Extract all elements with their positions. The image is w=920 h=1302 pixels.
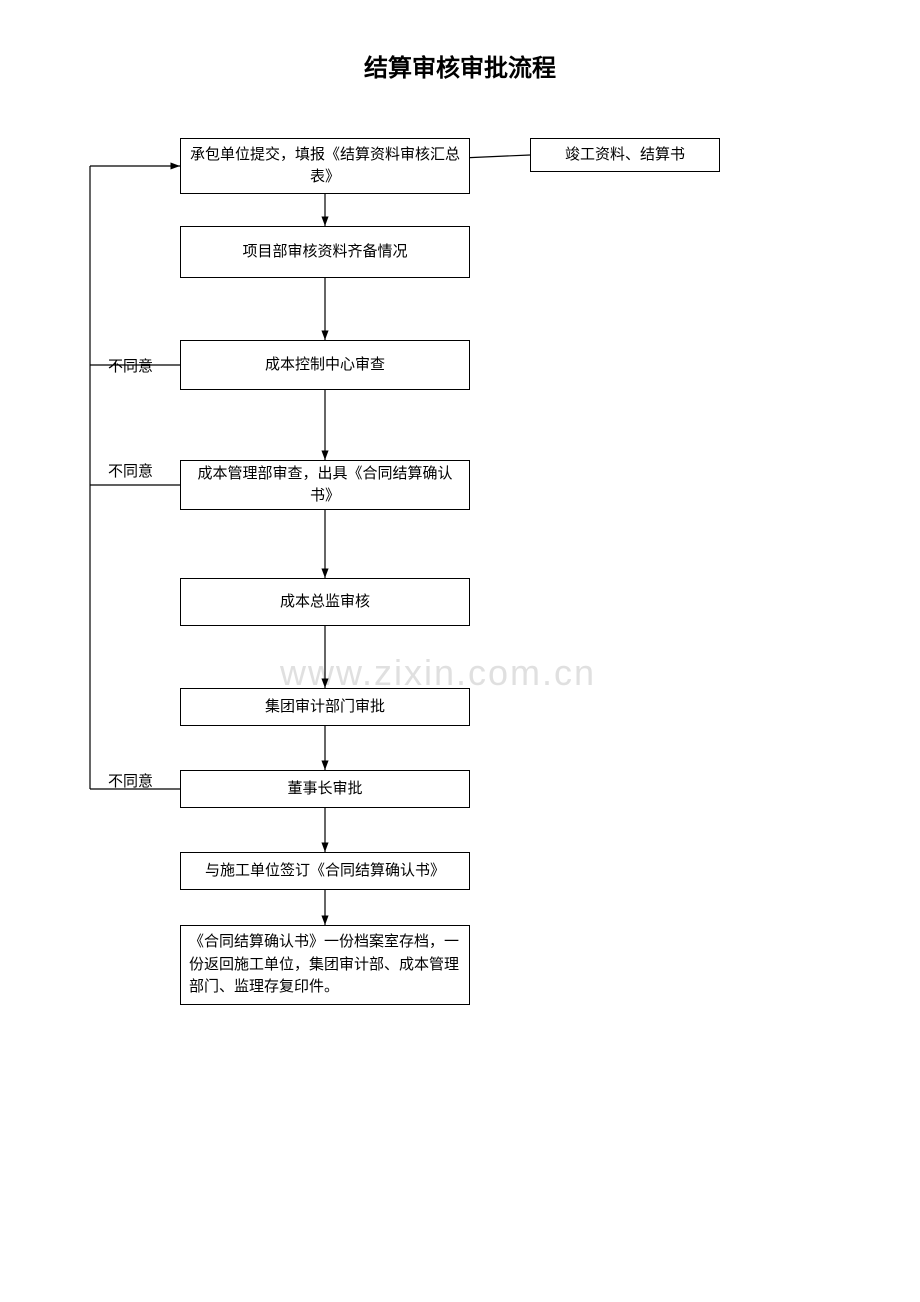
reject-label: 不同意 (108, 460, 153, 481)
flow-node-n8: 与施工单位签订《合同结算确认书》 (180, 852, 470, 890)
flow-node-n4: 成本管理部审查，出具《合同结算确认书》 (180, 460, 470, 510)
flow-node-n9: 《合同结算确认书》一份档案室存档，一份返回施工单位，集团审计部、成本管理部门、监… (180, 925, 470, 1005)
flow-node-n6: 集团审计部门审批 (180, 688, 470, 726)
flow-node-n1: 承包单位提交，填报《结算资料审核汇总表》 (180, 138, 470, 194)
flow-lines (0, 0, 920, 1302)
flow-node-s1: 竣工资料、结算书 (530, 138, 720, 172)
flow-node-n7: 董事长审批 (180, 770, 470, 808)
page-title: 结算审核审批流程 (0, 48, 920, 83)
flow-node-n2: 项目部审核资料齐备情况 (180, 226, 470, 278)
reject-label: 不同意 (108, 355, 153, 376)
flow-node-n5: 成本总监审核 (180, 578, 470, 626)
reject-label: 不同意 (108, 770, 153, 791)
flow-node-n3: 成本控制中心审查 (180, 340, 470, 390)
